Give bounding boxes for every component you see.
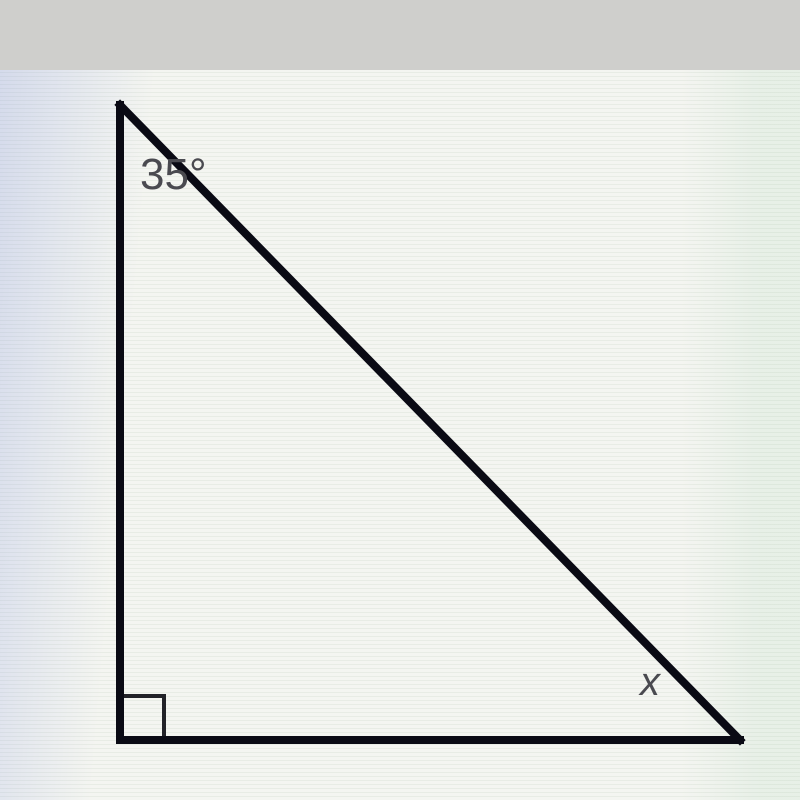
hypotenuse [120,105,740,740]
triangle-shape [120,105,740,740]
x-angle-label: x [640,660,660,705]
top-angle-label: 35° [140,150,207,200]
triangle-diagram [0,0,800,800]
right-angle-marker [124,696,164,736]
